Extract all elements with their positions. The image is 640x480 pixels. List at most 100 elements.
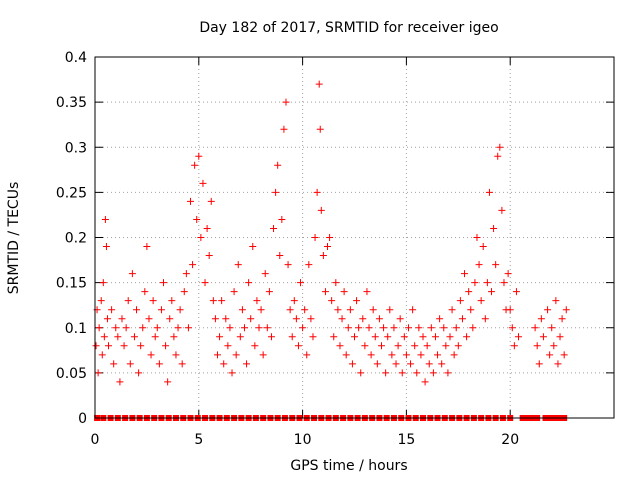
data-point	[321, 288, 329, 296]
data-point	[442, 342, 450, 350]
data-point	[176, 306, 184, 314]
data-point	[240, 324, 248, 332]
data-point	[500, 279, 508, 287]
data-point	[234, 261, 242, 269]
data-point	[355, 324, 363, 332]
data-point	[483, 279, 491, 287]
data-point	[108, 306, 116, 314]
data-point	[166, 315, 174, 323]
data-point	[465, 288, 473, 296]
data-point	[205, 252, 213, 260]
data-point	[531, 324, 539, 332]
data-point	[270, 224, 278, 232]
data-point	[477, 297, 485, 305]
data-point	[288, 333, 296, 341]
data-point	[170, 333, 178, 341]
data-point	[139, 324, 147, 332]
data-point	[458, 315, 466, 323]
data-point	[384, 333, 392, 341]
data-point	[359, 315, 367, 323]
data-point	[340, 288, 348, 296]
data-point	[419, 333, 427, 341]
data-point	[396, 315, 404, 323]
data-point	[367, 351, 375, 359]
data-point	[143, 243, 151, 251]
data-point	[157, 306, 165, 314]
data-point	[377, 342, 385, 350]
data-point	[101, 215, 109, 223]
data-point	[336, 342, 344, 350]
data-point	[226, 324, 234, 332]
data-point	[417, 351, 425, 359]
data-point	[411, 342, 419, 350]
data-point	[160, 279, 168, 287]
data-point	[351, 333, 358, 341]
data-point	[255, 324, 263, 332]
data-point	[456, 297, 464, 305]
data-point	[317, 206, 325, 214]
y-tick-label: 0.25	[56, 185, 87, 201]
data-point	[407, 360, 415, 368]
data-point	[313, 188, 321, 196]
data-point	[299, 324, 307, 332]
data-point	[274, 161, 282, 169]
data-point	[110, 360, 118, 368]
data-point	[504, 270, 512, 278]
data-point	[232, 351, 240, 359]
data-point	[228, 369, 236, 377]
data-point	[485, 188, 493, 196]
data-point	[450, 351, 458, 359]
data-point	[562, 306, 570, 314]
data-point	[259, 351, 267, 359]
data-point	[309, 333, 317, 341]
data-point	[560, 351, 568, 359]
data-point	[186, 197, 194, 205]
data-point	[315, 80, 323, 88]
data-point	[390, 324, 398, 332]
data-point	[153, 324, 161, 332]
y-axis-label: SRMTID / TECUs	[6, 182, 22, 295]
data-point	[512, 288, 520, 296]
data-point	[112, 324, 120, 332]
data-point	[126, 360, 134, 368]
data-point	[413, 369, 421, 377]
data-point	[213, 351, 221, 359]
x-tick-label: 20	[501, 432, 519, 448]
data-point	[201, 279, 209, 287]
data-point	[151, 333, 159, 341]
data-point	[218, 297, 226, 305]
data-point	[182, 270, 190, 278]
data-point	[238, 306, 246, 314]
data-point	[380, 324, 388, 332]
data-point	[386, 306, 394, 314]
data-point	[209, 297, 217, 305]
data-point	[463, 333, 471, 341]
data-point	[272, 188, 280, 196]
data-point	[421, 378, 429, 386]
data-point	[124, 297, 132, 305]
data-point	[168, 297, 176, 305]
data-point	[446, 333, 454, 341]
data-point	[189, 261, 197, 269]
data-point	[130, 333, 138, 341]
data-point	[490, 224, 498, 232]
data-point	[247, 315, 255, 323]
data-point	[100, 333, 108, 341]
data-point	[357, 369, 365, 377]
data-point	[243, 360, 251, 368]
data-point	[492, 261, 500, 269]
data-point	[415, 324, 423, 332]
data-point	[473, 234, 481, 241]
data-point	[498, 206, 506, 214]
data-points	[92, 80, 570, 386]
data-point	[365, 324, 373, 332]
data-point	[95, 324, 103, 332]
data-point	[197, 234, 205, 241]
data-point	[429, 369, 437, 377]
data-point	[326, 234, 334, 241]
data-point	[236, 333, 244, 341]
data-point	[249, 243, 257, 251]
data-point	[539, 333, 547, 341]
data-point	[448, 306, 456, 314]
data-point	[207, 197, 215, 205]
